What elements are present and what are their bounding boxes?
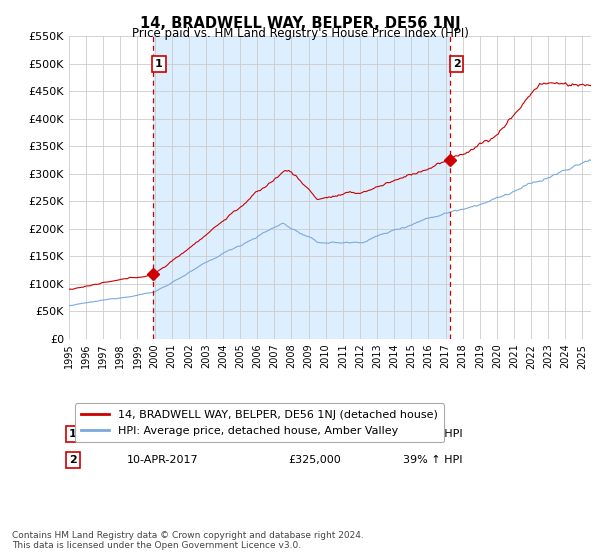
Text: 10-APR-2017: 10-APR-2017	[127, 455, 198, 465]
Text: Price paid vs. HM Land Registry's House Price Index (HPI): Price paid vs. HM Land Registry's House …	[131, 27, 469, 40]
Bar	[152, 36, 450, 339]
Text: £325,000: £325,000	[288, 455, 341, 465]
Text: 1: 1	[155, 59, 163, 69]
Text: 2: 2	[69, 455, 77, 465]
Text: Contains HM Land Registry data © Crown copyright and database right 2024.
This d: Contains HM Land Registry data © Crown c…	[12, 530, 364, 550]
Text: 14, BRADWELL WAY, BELPER, DE56 1NJ: 14, BRADWELL WAY, BELPER, DE56 1NJ	[140, 16, 460, 31]
Text: 49% ↑ HPI: 49% ↑ HPI	[403, 429, 463, 439]
Text: £117,000: £117,000	[288, 429, 341, 439]
Legend: 14, BRADWELL WAY, BELPER, DE56 1NJ (detached house), HPI: Average price, detache: 14, BRADWELL WAY, BELPER, DE56 1NJ (deta…	[74, 403, 445, 442]
Text: 39% ↑ HPI: 39% ↑ HPI	[403, 455, 463, 465]
Text: 19-NOV-1999: 19-NOV-1999	[127, 429, 201, 439]
Text: 2: 2	[453, 59, 460, 69]
Text: 1: 1	[69, 429, 77, 439]
